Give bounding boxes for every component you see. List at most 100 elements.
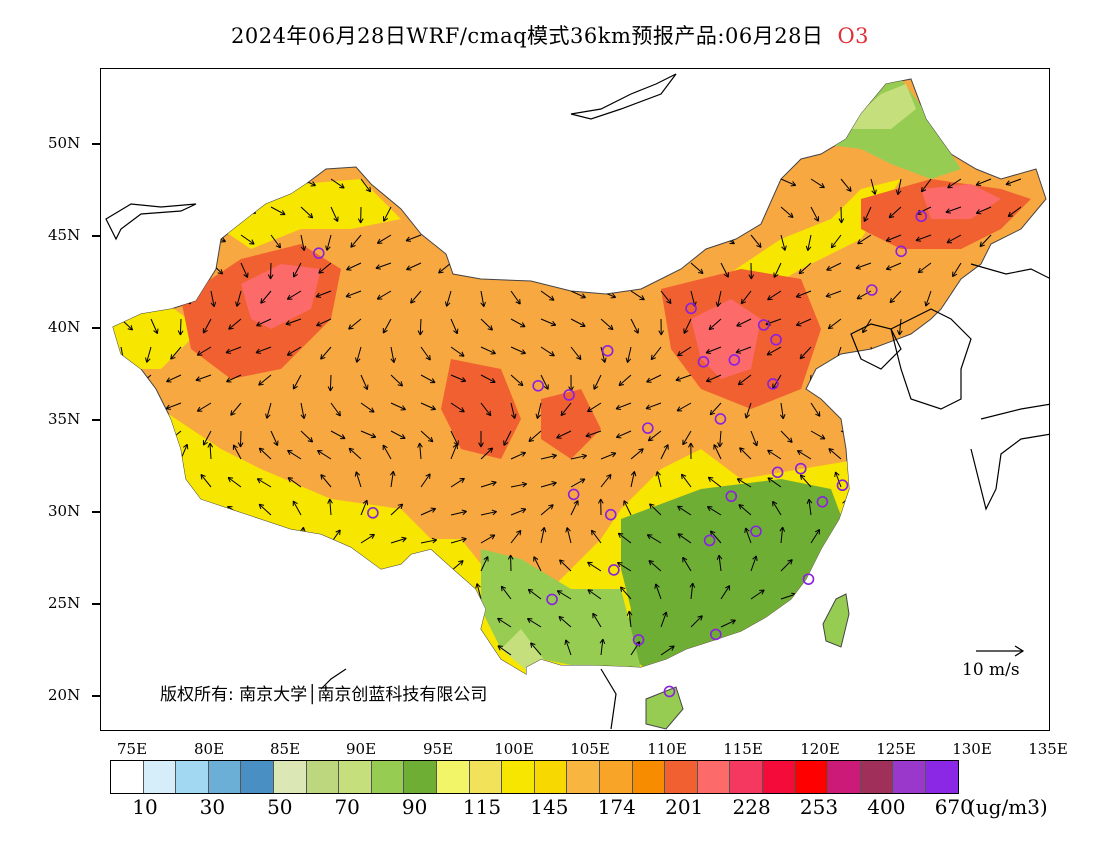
wind-arrow — [870, 590, 886, 600]
colorbar-swatch — [567, 761, 600, 793]
wind-arrow — [675, 374, 692, 382]
wind-arrow — [865, 639, 872, 656]
wind-arrow — [267, 262, 274, 280]
wind-arrow — [900, 430, 914, 442]
wind-arrow — [885, 234, 902, 243]
lon-label: 125E — [876, 740, 916, 758]
wind-arrow — [570, 318, 586, 327]
wind-arrow — [408, 206, 422, 218]
wind-arrow — [930, 346, 945, 358]
wind-arrow — [540, 453, 557, 460]
wind-arrow — [165, 402, 182, 410]
wind-arrow — [1016, 402, 1022, 420]
colorbar-swatch — [436, 761, 470, 793]
colorbar-label: 10 — [132, 795, 158, 819]
wind-arrow — [376, 290, 392, 300]
wind-arrow — [709, 402, 722, 416]
wind-arrow — [654, 583, 662, 600]
wind-arrow — [382, 318, 392, 334]
wind-arrow — [258, 503, 272, 516]
wind-arrow — [300, 646, 316, 656]
wind-arrow — [750, 206, 766, 215]
wind-arrow — [600, 262, 616, 272]
wind-arrow — [300, 621, 317, 628]
wind-arrow — [689, 582, 696, 600]
lat-label: 35N — [48, 410, 81, 428]
wind-arrow — [827, 318, 842, 330]
wind-arrow — [475, 583, 482, 600]
wind-arrow — [150, 318, 159, 335]
wind-arrow — [857, 234, 872, 245]
wind-arrow — [166, 534, 182, 544]
wind-arrow — [833, 668, 842, 674]
wind-arrow — [136, 430, 152, 439]
lat-label: 40N — [48, 318, 81, 336]
wind-arrow — [900, 586, 912, 600]
wind-arrow — [690, 648, 707, 656]
wind-arrow — [390, 346, 397, 364]
wind-arrow — [960, 318, 973, 332]
wind-arrow — [655, 471, 662, 488]
wind-arrow — [207, 442, 214, 460]
wind-arrow — [360, 402, 375, 413]
colorbar-swatch — [828, 761, 861, 793]
wind-arrow — [256, 478, 272, 488]
wind-reference-arrow — [976, 645, 1025, 657]
wind-arrow — [590, 529, 602, 544]
wind-arrow — [960, 534, 976, 544]
wind-arrow — [660, 178, 666, 196]
wind-arrow — [795, 318, 812, 327]
wind-arrow — [420, 537, 438, 544]
wind-arrow — [564, 639, 572, 656]
wind-arrow — [528, 430, 542, 443]
wind-arrow — [570, 478, 586, 488]
wind-arrow — [682, 556, 692, 572]
wind-arrow — [947, 178, 962, 189]
lon-label: 85E — [269, 740, 301, 758]
wind-arrow — [898, 610, 905, 628]
wind-arrow — [623, 500, 632, 516]
wind-arrow — [480, 480, 497, 488]
wind-arrow — [946, 234, 962, 244]
wind-arrow — [618, 374, 632, 387]
wind-arrow — [410, 290, 422, 304]
wind-arrow — [147, 610, 154, 628]
wind-arrow — [113, 612, 122, 628]
colorbar-label: 201 — [665, 795, 704, 819]
wind-arrow — [900, 507, 916, 516]
colorbar-label: 253 — [799, 795, 839, 819]
wind-arrow — [917, 675, 931, 683]
colorbar-label: 50 — [267, 795, 293, 819]
wind-arrow — [859, 671, 872, 674]
wind-arrow — [382, 444, 392, 460]
wind-arrow — [330, 619, 347, 628]
wind-arrow — [767, 449, 782, 460]
station-marker — [685, 302, 697, 315]
wind-arrow — [900, 346, 911, 361]
wind-arrow — [286, 290, 302, 300]
wind-arrow — [180, 290, 191, 305]
wind-arrow — [360, 592, 377, 600]
wind-arrow — [740, 290, 752, 305]
wind-arrow — [240, 206, 257, 215]
wind-arrow — [258, 374, 272, 386]
coastlines — [105, 73, 1049, 730]
wind-arrow — [630, 471, 637, 488]
wind-arrow — [300, 592, 317, 600]
copyright-text: 版权所有: 南京大学│南京创蓝科技有限公司 — [160, 685, 488, 705]
wind-arrow — [270, 206, 286, 216]
wind-arrow — [810, 206, 819, 222]
wind-arrow — [536, 666, 543, 674]
wind-arrow — [631, 676, 646, 683]
wind-arrow — [739, 447, 752, 460]
station-marker — [728, 354, 741, 366]
wind-arrow — [917, 644, 932, 656]
wind-arrow — [150, 470, 156, 488]
wind-arrow — [1020, 374, 1030, 390]
wind-arrow — [468, 615, 482, 628]
wind-arrow — [587, 589, 602, 600]
wind-arrow — [810, 642, 822, 656]
wind-arrow — [444, 290, 452, 307]
wind-arrow — [750, 589, 765, 600]
wind-arrow — [180, 646, 196, 656]
